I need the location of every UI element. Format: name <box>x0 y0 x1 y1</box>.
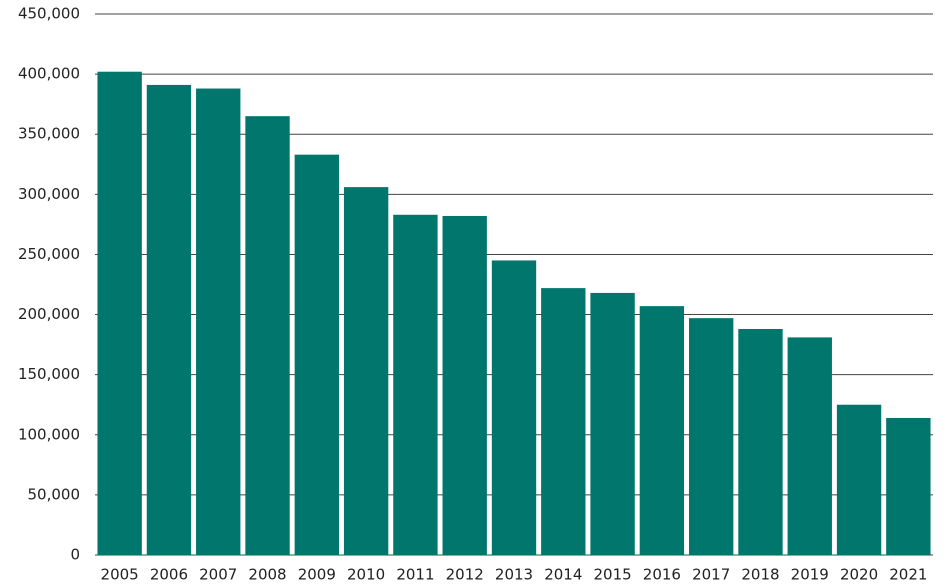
x-tick-label: 2008 <box>248 566 286 584</box>
x-tick-label: 2020 <box>840 566 878 584</box>
y-tick-label: 250,000 <box>18 245 80 263</box>
y-tick-label: 400,000 <box>18 65 80 83</box>
y-tick-label: 200,000 <box>18 305 80 323</box>
bar <box>688 318 734 555</box>
x-tick-label: 2015 <box>593 566 631 584</box>
bar <box>491 260 537 555</box>
x-tick-label: 2010 <box>347 566 385 584</box>
bar <box>245 116 290 555</box>
x-tick-label: 2014 <box>544 566 582 584</box>
bar <box>590 292 635 555</box>
x-tick-label: 2019 <box>791 566 829 584</box>
x-tick-label: 2018 <box>741 566 779 584</box>
x-tick-label: 2009 <box>298 566 336 584</box>
bar <box>146 84 192 555</box>
bar <box>343 187 389 555</box>
bar <box>294 154 340 555</box>
x-tick-label: 2013 <box>495 566 533 584</box>
x-tick-label: 2005 <box>101 566 139 584</box>
y-tick-label: 100,000 <box>18 425 80 443</box>
x-tick-label: 2021 <box>889 566 927 584</box>
bar <box>196 88 241 555</box>
y-tick-label: 350,000 <box>18 125 80 143</box>
x-tick-label: 2012 <box>446 566 484 584</box>
x-tick-label: 2016 <box>643 566 681 584</box>
bar <box>393 214 438 555</box>
y-tick-label: 150,000 <box>18 365 80 383</box>
bar <box>738 328 783 555</box>
y-tick-label: 450,000 <box>18 5 80 23</box>
y-tick-label: 300,000 <box>18 185 80 203</box>
bar <box>97 71 142 555</box>
x-tick-label: 2007 <box>199 566 237 584</box>
x-tick-label: 2006 <box>150 566 188 584</box>
bar <box>639 306 685 555</box>
y-tick-label: 50,000 <box>28 485 81 503</box>
bar <box>836 404 882 555</box>
bar <box>541 288 586 555</box>
x-tick-label: 2017 <box>692 566 730 584</box>
y-tick-label: 0 <box>70 546 80 564</box>
bar <box>442 215 487 555</box>
x-tick-label: 2011 <box>396 566 434 584</box>
bar <box>886 417 931 555</box>
bar <box>787 337 832 555</box>
